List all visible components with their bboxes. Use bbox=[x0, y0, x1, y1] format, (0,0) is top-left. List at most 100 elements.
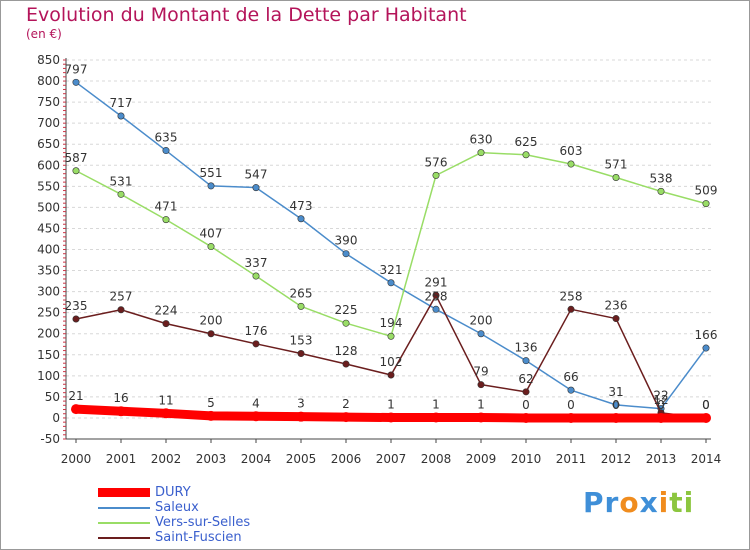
data-label: 16 bbox=[113, 391, 128, 405]
legend: DURY Saleux Vers-sur-Selles Saint-Fuscien bbox=[98, 485, 250, 545]
data-point bbox=[341, 412, 351, 423]
legend-swatch bbox=[98, 506, 150, 509]
data-label: 0 bbox=[612, 398, 620, 412]
data-point bbox=[72, 78, 80, 86]
data-label: 571 bbox=[605, 157, 628, 171]
data-point bbox=[162, 216, 170, 224]
y-tick-label: 750 bbox=[37, 95, 60, 109]
data-point bbox=[431, 412, 441, 423]
legend-item: Saint-Fuscien bbox=[98, 530, 250, 545]
data-label: 603 bbox=[560, 144, 583, 158]
legend-item: DURY bbox=[98, 485, 250, 500]
data-point bbox=[566, 412, 576, 423]
data-point bbox=[612, 173, 620, 181]
y-tick-label: 400 bbox=[37, 243, 60, 257]
y-tick-label: 500 bbox=[37, 200, 60, 214]
y-tick-label: 600 bbox=[37, 158, 60, 172]
x-tick-label: 2014 bbox=[691, 452, 722, 466]
legend-swatch bbox=[98, 536, 150, 539]
data-point bbox=[297, 215, 305, 223]
x-tick-label: 2013 bbox=[646, 452, 677, 466]
x-tick-label: 2000 bbox=[61, 452, 92, 466]
logo-letter: P bbox=[583, 486, 605, 519]
data-label: 258 bbox=[560, 289, 583, 303]
data-point bbox=[207, 243, 215, 251]
logo-letter: x bbox=[639, 486, 659, 519]
legend-swatch bbox=[98, 488, 150, 497]
data-point bbox=[252, 272, 260, 280]
y-tick-label: 650 bbox=[37, 137, 60, 151]
series-lines bbox=[71, 78, 711, 423]
data-point bbox=[207, 182, 215, 190]
legend-item: Saleux bbox=[98, 500, 250, 515]
y-tick-label: 200 bbox=[37, 327, 60, 341]
data-point bbox=[702, 344, 710, 352]
data-point bbox=[656, 412, 666, 423]
data-label: 102 bbox=[380, 355, 403, 369]
data-label: 0 bbox=[567, 398, 575, 412]
data-point bbox=[387, 371, 395, 379]
data-label: 509 bbox=[695, 184, 718, 198]
legend-label: Saleux bbox=[155, 500, 199, 515]
data-label: 11 bbox=[158, 393, 173, 407]
data-point bbox=[72, 315, 80, 323]
data-point bbox=[72, 167, 80, 175]
data-label: 79 bbox=[473, 365, 488, 379]
data-point bbox=[476, 412, 486, 423]
y-tick-label: 550 bbox=[37, 179, 60, 193]
data-label: 225 bbox=[335, 303, 358, 317]
data-label: 531 bbox=[110, 174, 133, 188]
data-point bbox=[612, 401, 620, 409]
y-tick-label: -50 bbox=[40, 432, 60, 446]
data-label: 321 bbox=[380, 263, 403, 277]
data-point bbox=[432, 171, 440, 179]
logo-letter: t bbox=[669, 486, 684, 519]
legend-item: Vers-sur-Selles bbox=[98, 515, 250, 530]
y-tick-label: 50 bbox=[45, 390, 60, 404]
data-point bbox=[162, 147, 170, 155]
data-label: 717 bbox=[110, 96, 133, 110]
data-point bbox=[567, 305, 575, 313]
data-label: 1 bbox=[387, 398, 395, 412]
data-label: 224 bbox=[155, 304, 178, 318]
data-label: 176 bbox=[245, 324, 268, 338]
data-label: 153 bbox=[290, 334, 313, 348]
data-point bbox=[206, 410, 216, 421]
x-tick-label: 2006 bbox=[331, 452, 362, 466]
data-point bbox=[567, 160, 575, 168]
data-label: 538 bbox=[650, 171, 673, 185]
data-label: 0 bbox=[702, 398, 710, 412]
logo-letter: i bbox=[683, 486, 695, 519]
data-point bbox=[251, 411, 261, 422]
data-point bbox=[386, 412, 396, 423]
data-point bbox=[117, 190, 125, 198]
data-point bbox=[612, 315, 620, 323]
data-label: 235 bbox=[65, 299, 88, 313]
data-label: 66 bbox=[563, 370, 578, 384]
data-label: 62 bbox=[518, 372, 533, 386]
data-label: 0 bbox=[522, 398, 530, 412]
data-label: 407 bbox=[200, 227, 223, 241]
data-label: 547 bbox=[245, 168, 268, 182]
x-tick-label: 2001 bbox=[106, 452, 137, 466]
x-tick-label: 2010 bbox=[511, 452, 542, 466]
data-label: 630 bbox=[470, 133, 493, 147]
data-label: 471 bbox=[155, 200, 178, 214]
data-label: 5 bbox=[207, 396, 215, 410]
legend-label: DURY bbox=[155, 485, 191, 500]
data-label: 587 bbox=[65, 151, 88, 165]
x-tick-label: 2003 bbox=[196, 452, 227, 466]
data-label: 3 bbox=[297, 397, 305, 411]
data-label: 576 bbox=[425, 155, 448, 169]
data-point bbox=[207, 330, 215, 338]
y-tick-label: 300 bbox=[37, 285, 60, 299]
data-point bbox=[297, 350, 305, 358]
data-label: 0 bbox=[657, 398, 665, 412]
x-tick-label: 2004 bbox=[241, 452, 272, 466]
data-point bbox=[432, 291, 440, 299]
data-point bbox=[296, 411, 306, 422]
data-label: 291 bbox=[425, 275, 448, 289]
